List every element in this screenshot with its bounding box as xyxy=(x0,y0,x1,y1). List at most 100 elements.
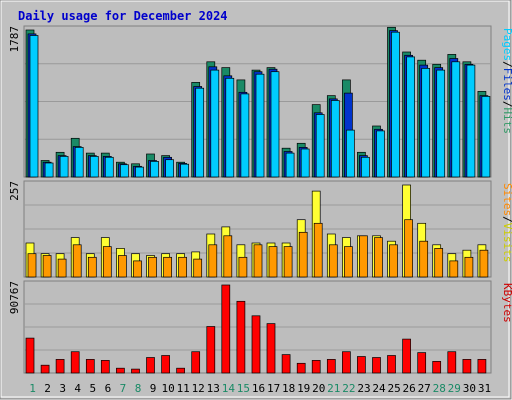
bar-sites-17 xyxy=(268,246,278,278)
x-tick-label: 15 xyxy=(237,382,250,395)
x-tick-label: 16 xyxy=(252,382,265,395)
bar-kbytes-27 xyxy=(417,352,427,374)
bar-sites-3 xyxy=(57,258,67,278)
bar-sites-22 xyxy=(344,246,353,278)
bar-kbytes-18 xyxy=(281,354,291,374)
bar-sites-28 xyxy=(434,248,444,278)
x-tick-label: 30 xyxy=(463,382,476,395)
bar-sites-10 xyxy=(163,256,172,278)
bar-pages-19 xyxy=(300,148,310,178)
legend-item: Sites xyxy=(501,183,512,216)
bar-kbytes-14 xyxy=(221,284,231,374)
x-tick-label: 5 xyxy=(89,382,96,395)
bar-kbytes-23 xyxy=(357,356,366,374)
bar-sites-24 xyxy=(374,237,383,278)
x-tick-label: 17 xyxy=(267,382,280,395)
x-tick-label: 27 xyxy=(418,382,431,395)
bar-sites-27 xyxy=(419,240,429,278)
bar-pages-4 xyxy=(74,147,84,178)
bar-pages-14 xyxy=(225,77,235,178)
legend-top: Pages/Files/Hits xyxy=(501,28,512,134)
x-tick-label: 14 xyxy=(222,382,236,395)
bar-pages-5 xyxy=(89,156,99,178)
bar-pages-29 xyxy=(451,61,461,178)
x-tick-label: 31 xyxy=(478,382,491,395)
legend-item: Pages xyxy=(501,28,512,61)
bar-pages-21 xyxy=(330,100,340,178)
x-tick-label: 9 xyxy=(150,382,157,395)
bar-pages-16 xyxy=(255,73,265,178)
bar-sites-21 xyxy=(328,244,338,278)
bar-kbytes-3 xyxy=(55,359,65,374)
bar-sites-2 xyxy=(42,255,52,278)
bar-sites-13 xyxy=(208,244,218,278)
bar-kbytes-5 xyxy=(85,359,95,374)
bar-kbytes-20 xyxy=(311,360,321,374)
x-tick-label: 3 xyxy=(59,382,66,395)
x-tick-label: 11 xyxy=(177,382,190,395)
bar-kbytes-30 xyxy=(462,359,472,374)
bar-pages-15 xyxy=(240,93,250,178)
bar-pages-26 xyxy=(406,56,415,178)
bar-pages-1 xyxy=(29,35,39,178)
x-tick-label: 23 xyxy=(357,382,370,395)
x-tick-label: 24 xyxy=(372,382,386,395)
bar-pages-12 xyxy=(195,87,205,178)
bar-sites-11 xyxy=(178,256,187,278)
legend-item: Files xyxy=(501,68,512,101)
bar-sites-15 xyxy=(238,256,248,278)
bar-kbytes-11 xyxy=(176,367,185,374)
bar-kbytes-4 xyxy=(70,351,80,374)
x-tick-label: 8 xyxy=(135,382,142,395)
panel-middle: 257 Sites/Visits xyxy=(8,180,512,278)
x-tick-label: 13 xyxy=(207,382,220,395)
bar-pages-23 xyxy=(361,156,370,178)
bar-sites-12 xyxy=(193,258,203,278)
bar-kbytes-7 xyxy=(116,367,125,374)
bar-pages-10 xyxy=(165,159,174,178)
bar-kbytes-9 xyxy=(146,357,155,374)
x-tick-label: 28 xyxy=(433,382,446,395)
bar-kbytes-22 xyxy=(342,351,351,374)
bar-sites-18 xyxy=(283,246,293,278)
bar-kbytes-17 xyxy=(266,323,276,374)
legend-separator: / xyxy=(501,101,512,108)
bar-sites-26 xyxy=(404,219,413,278)
bar-kbytes-1 xyxy=(25,337,35,374)
bar-pages-25 xyxy=(391,31,400,178)
bar-kbytes-31 xyxy=(477,359,487,374)
x-tick-label: 22 xyxy=(342,382,355,395)
bar-kbytes-2 xyxy=(40,364,50,374)
x-tick-label: 7 xyxy=(120,382,127,395)
bar-pages-9 xyxy=(150,161,159,178)
bar-kbytes-12 xyxy=(191,351,201,374)
bar-sites-29 xyxy=(449,260,459,278)
y-max-label: 1787 xyxy=(8,26,21,53)
bar-pages-31 xyxy=(481,96,491,178)
bar-pages-22 xyxy=(346,129,355,178)
bar-pages-27 xyxy=(421,68,431,178)
bar-kbytes-24 xyxy=(372,357,381,374)
bar-sites-30 xyxy=(464,256,474,278)
bar-sites-7 xyxy=(118,255,127,278)
bar-sites-5 xyxy=(87,256,97,278)
bar-pages-24 xyxy=(376,130,385,178)
bar-sites-6 xyxy=(102,246,112,278)
x-tick-label: 25 xyxy=(387,382,400,395)
bar-kbytes-26 xyxy=(402,338,411,374)
bar-kbytes-25 xyxy=(387,355,396,374)
bar-pages-8 xyxy=(135,166,144,178)
bar-kbytes-8 xyxy=(131,368,140,374)
bar-sites-4 xyxy=(72,244,82,278)
bar-sites-1 xyxy=(27,253,37,278)
x-tick-label: 6 xyxy=(105,382,112,395)
bar-kbytes-29 xyxy=(447,351,457,374)
bar-pages-7 xyxy=(120,164,129,178)
bar-pages-20 xyxy=(315,114,325,178)
legend-separator: / xyxy=(501,216,512,223)
bar-sites-25 xyxy=(389,244,398,278)
bar-pages-28 xyxy=(436,69,446,178)
bar-pages-11 xyxy=(180,163,189,178)
x-tick-label: 10 xyxy=(161,382,174,395)
